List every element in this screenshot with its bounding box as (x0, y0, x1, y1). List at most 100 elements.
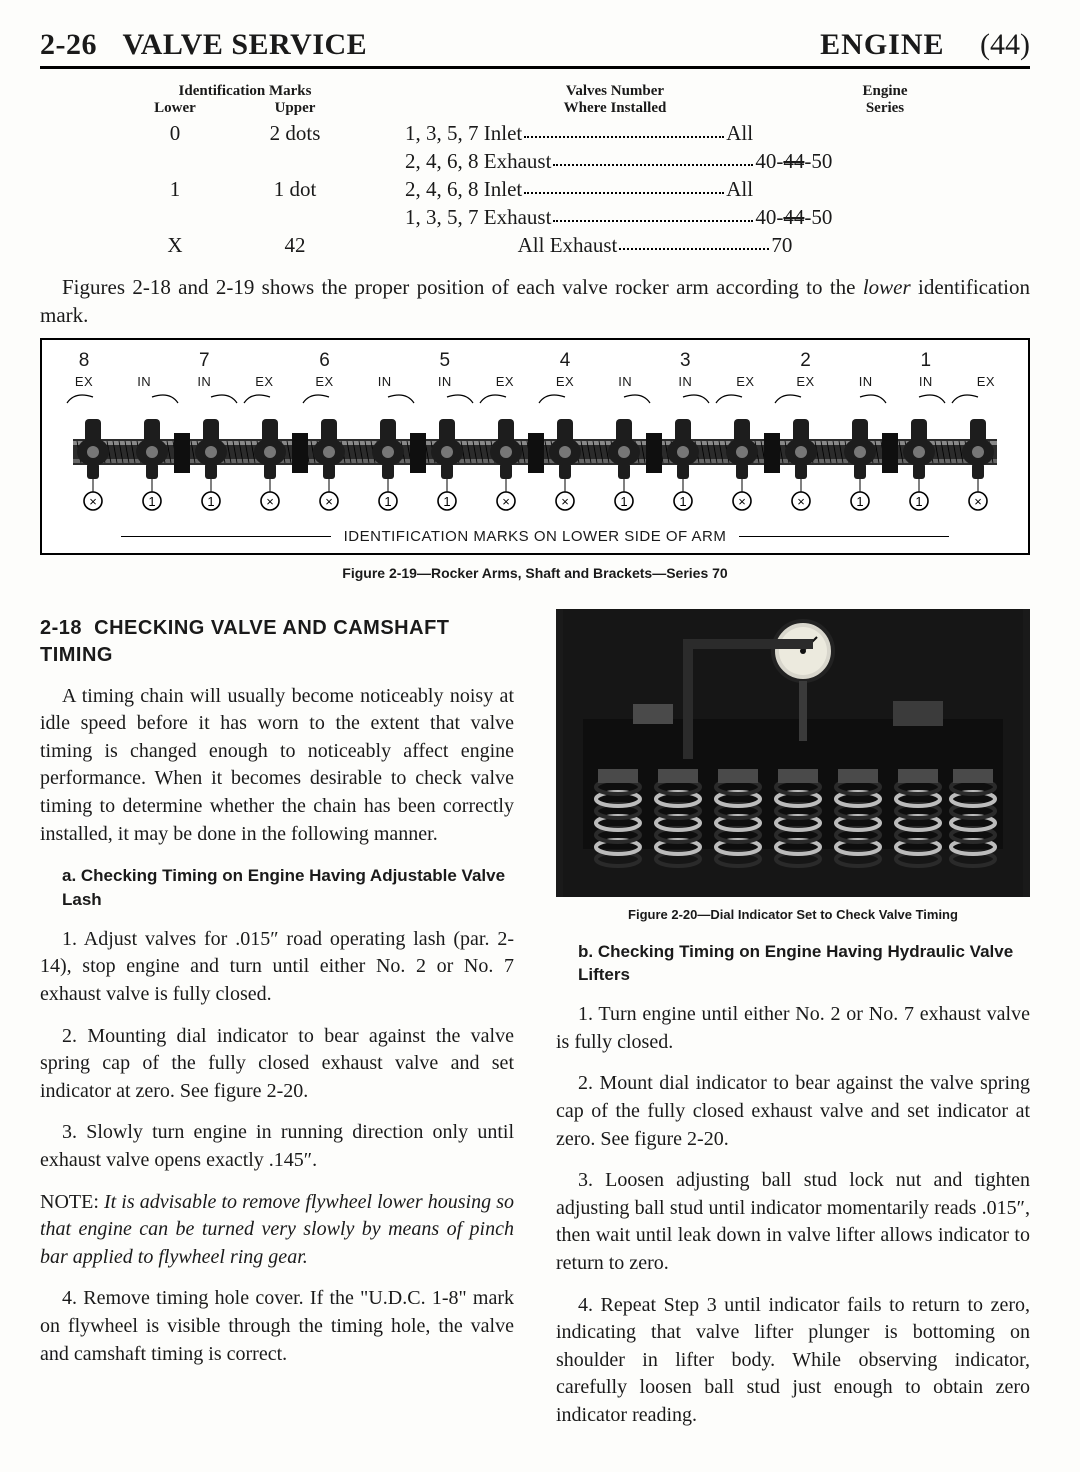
cyl-num: 3 (655, 350, 715, 372)
sub-series: Series (825, 100, 945, 117)
exin-label: IN (655, 374, 715, 389)
svg-text:×: × (502, 494, 510, 509)
exin-label: IN (896, 374, 956, 389)
svg-text:×: × (266, 494, 274, 509)
page-header: 2-26 VALVE SERVICE ENGINE (44) (40, 28, 1030, 69)
exin-label: IN (836, 374, 896, 389)
exin-label: IN (415, 374, 475, 389)
note-lead: NOTE: (40, 1191, 104, 1213)
print-number: (44) (980, 28, 1030, 61)
body-columns: 2-18 CHECKING VALVE AND CAMSHAFT TIMING … (40, 609, 1030, 1444)
svg-text:×: × (325, 494, 333, 509)
svg-text:1: 1 (148, 494, 155, 509)
cell-valves: 1, 3, 5, 7 InletAll (365, 121, 945, 146)
cell-valves: 2, 4, 6, 8 InletAll (365, 177, 945, 202)
cyl-num (836, 350, 896, 372)
svg-text:1: 1 (856, 494, 863, 509)
para-b2: 2. Mount dial indicator to bear against … (556, 1070, 1030, 1153)
svg-text:1: 1 (620, 494, 627, 509)
figure-exin-labels: EXININEXEXININEXEXININEXEXININEX (54, 374, 1016, 389)
hdr-engine: Engine (825, 83, 945, 100)
svg-text:1: 1 (915, 494, 922, 509)
engine-label: ENGINE (820, 28, 944, 61)
dot-leader (619, 248, 769, 250)
cyl-num: 4 (535, 350, 595, 372)
exin-label: EX (776, 374, 836, 389)
cyl-num (234, 350, 294, 372)
exin-label: EX (295, 374, 355, 389)
svg-text:×: × (561, 494, 569, 509)
right-column: Figure 2-20—Dial Indicator Set to Check … (556, 609, 1030, 1444)
id-table-row: 02 dots1, 3, 5, 7 InletAll (125, 121, 945, 149)
exin-label: EX (234, 374, 294, 389)
subhead-a: a. Checking Timing on Engine Having Adju… (40, 864, 514, 912)
svg-text:1: 1 (207, 494, 214, 509)
cyl-num (114, 350, 174, 372)
id-table-subheader: Lower Upper Where Installed Series (125, 100, 945, 117)
id-table-header: Identification Marks Valves Number Engin… (125, 83, 945, 100)
cyl-num: 1 (896, 350, 956, 372)
para-b3: 3. Loosen adjusting ball stud lock nut a… (556, 1167, 1030, 1277)
para-b1: 1. Turn engine until either No. 2 or No.… (556, 1001, 1030, 1056)
id-marks-text: IDENTIFICATION MARKS ON LOWER SIDE OF AR… (344, 528, 727, 545)
cell-upper: 2 dots (225, 121, 365, 146)
svg-text:×: × (974, 494, 982, 509)
exin-label: EX (535, 374, 595, 389)
svg-text:×: × (797, 494, 805, 509)
cell-valves: All Exhaust70 (365, 233, 945, 258)
para-intro: A timing chain will usually become notic… (40, 683, 514, 849)
figure-2-20-caption: Figure 2-20—Dial Indicator Set to Check … (556, 907, 1030, 922)
cyl-num (715, 350, 775, 372)
svg-text:1: 1 (384, 494, 391, 509)
figure-2-19: 87654321 EXININEXEXININEXEXININEXEXININE… (40, 338, 1030, 555)
cell-lower: 0 (125, 121, 225, 146)
cyl-num: 2 (776, 350, 836, 372)
exin-label: IN (174, 374, 234, 389)
dot-leader (524, 192, 724, 194)
dot-leader (524, 136, 724, 138)
section-number: 2-18 (40, 617, 82, 639)
figure-id-marks-label: IDENTIFICATION MARKS ON LOWER SIDE OF AR… (54, 528, 1016, 545)
exin-label: EX (475, 374, 535, 389)
id-table-row: X42All Exhaust70 (125, 233, 945, 261)
svg-text:×: × (89, 494, 97, 509)
para-a2: 2. Mounting dial indicator to bear again… (40, 1023, 514, 1106)
cell-valves: 2, 4, 6, 8 Exhaust40-44-50 (365, 149, 945, 174)
left-column: 2-18 CHECKING VALVE AND CAMSHAFT TIMING … (40, 609, 514, 1382)
note-em: It is advisable to remove flywheel lower… (40, 1191, 514, 1268)
cyl-num: 5 (415, 350, 475, 372)
dot-leader (553, 220, 753, 222)
cyl-num: 6 (295, 350, 355, 372)
cyl-num (595, 350, 655, 372)
figure-2-20-photo (556, 609, 1030, 897)
exin-label: IN (114, 374, 174, 389)
para-note: NOTE: It is advisable to remove flywheel… (40, 1189, 514, 1272)
svg-text:×: × (738, 494, 746, 509)
cell-upper: 42 (225, 233, 365, 258)
rocker-arms-diagram: ×11××11××11××11× (54, 389, 1016, 524)
id-table-body: 02 dots1, 3, 5, 7 InletAll2, 4, 6, 8 Exh… (125, 121, 945, 261)
intro-text: Figures 2-18 and 2-19 shows the proper p… (62, 275, 863, 299)
para-a3: 3. Slowly turn engine in running directi… (40, 1119, 514, 1174)
sub-where: Where Installed (365, 100, 825, 117)
svg-text:1: 1 (443, 494, 450, 509)
cell-lower: 1 (125, 177, 225, 202)
para-a1: 1. Adjust valves for .015″ road operatin… (40, 926, 514, 1009)
identification-table: Identification Marks Valves Number Engin… (125, 83, 945, 261)
exin-label: EX (715, 374, 775, 389)
header-right: ENGINE (44) (820, 28, 1030, 62)
figure-cylinder-numbers: 87654321 (54, 350, 1016, 372)
cyl-num (475, 350, 535, 372)
para-a4: 4. Remove timing hole cover. If the "U.D… (40, 1285, 514, 1368)
page: 2-26 VALVE SERVICE ENGINE (44) Identific… (0, 0, 1080, 1472)
exin-label: IN (595, 374, 655, 389)
cyl-num (355, 350, 415, 372)
section-title: VALVE SERVICE (122, 28, 367, 61)
para-b4: 4. Repeat Step 3 until indicator fails t… (556, 1292, 1030, 1430)
cell-valves: 1, 3, 5, 7 Exhaust40-44-50 (365, 205, 945, 230)
label-line-left (121, 536, 331, 537)
subhead-b: b. Checking Timing on Engine Having Hydr… (556, 940, 1030, 988)
sub-lower: Lower (125, 100, 225, 117)
exin-label: EX (54, 374, 114, 389)
intro-paragraph: Figures 2-18 and 2-19 shows the proper p… (40, 273, 1030, 330)
